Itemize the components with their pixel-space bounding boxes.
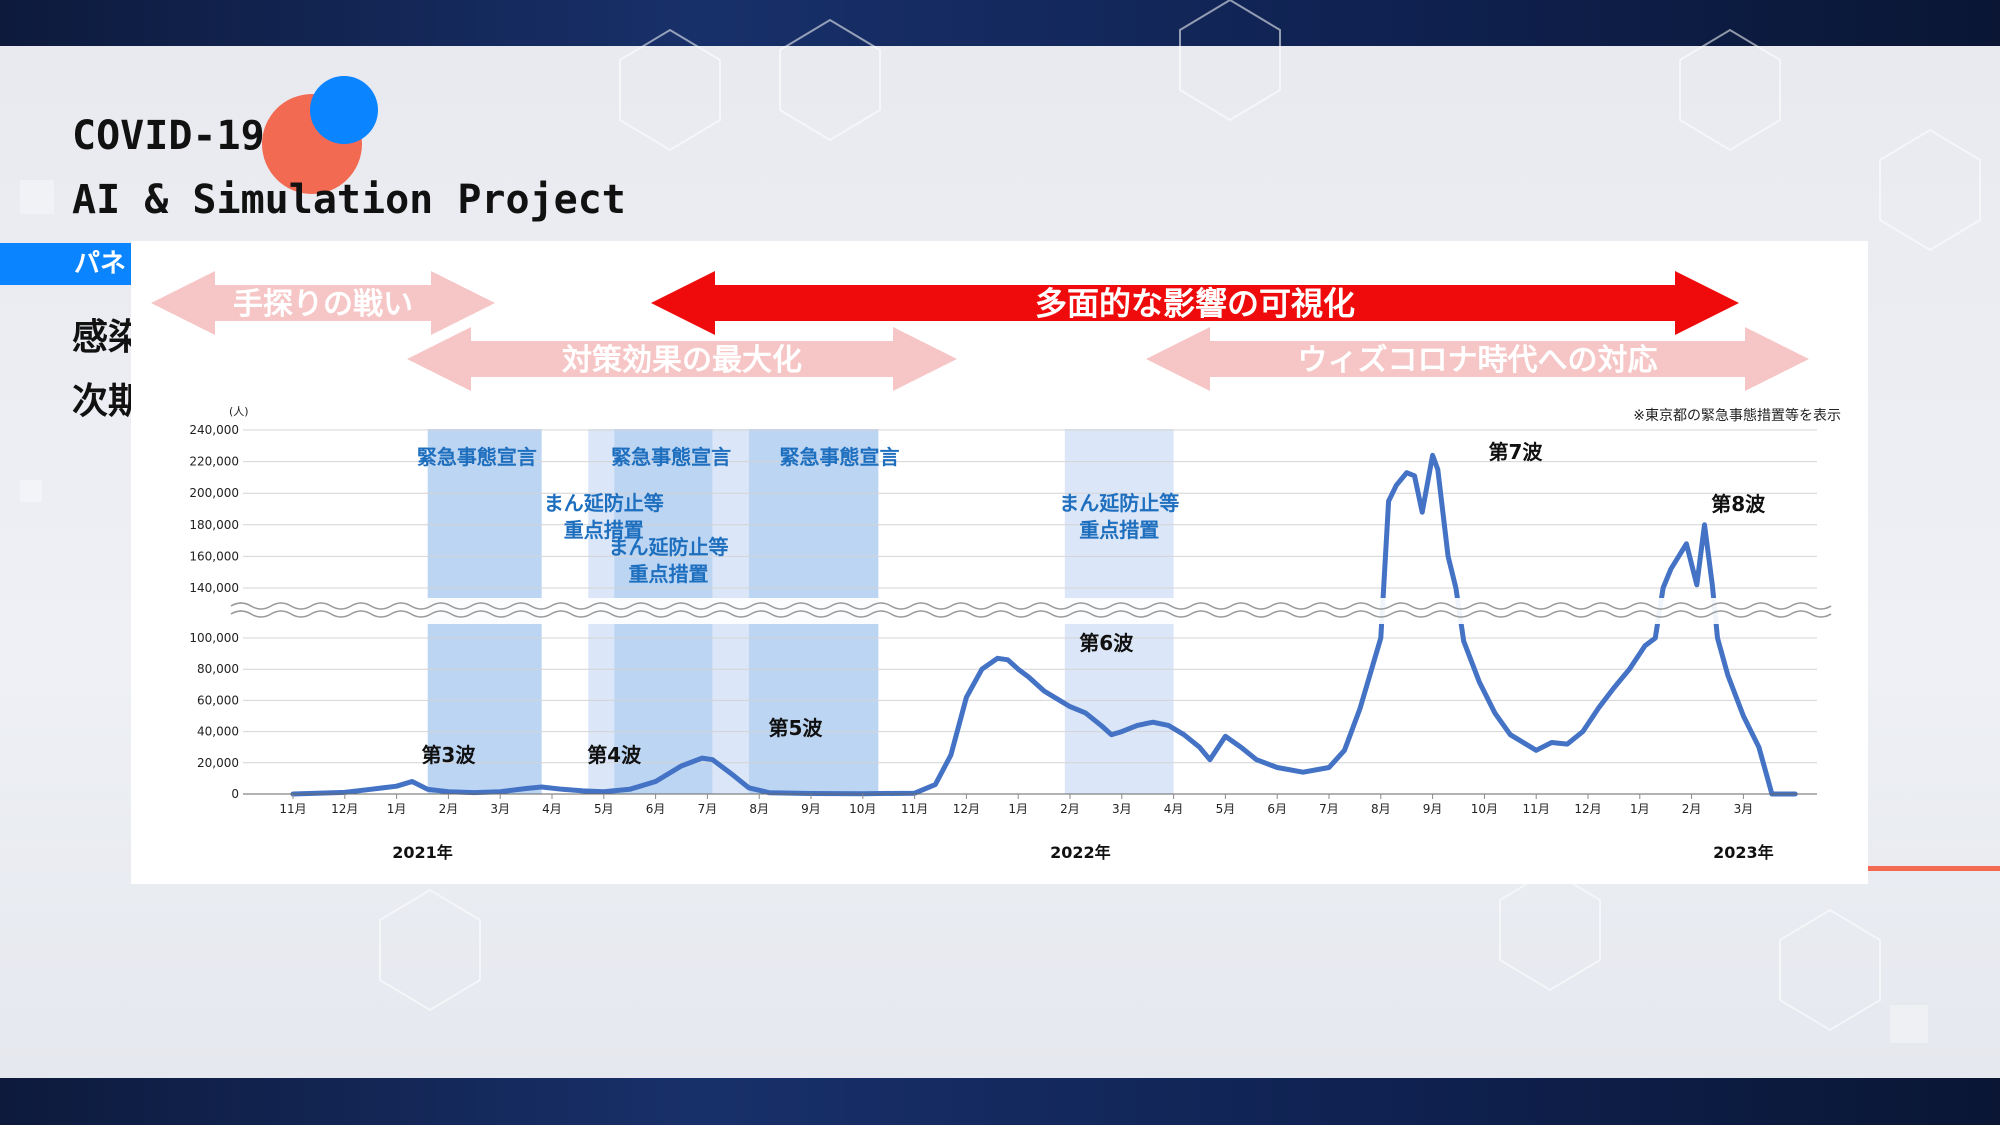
covid-chart: 100,000 80,000 60,000 40,000 20,000 0 240,000 2… xyxy=(151,271,1841,862)
y-tick-label: 220,000 xyxy=(189,455,239,469)
year-label: 2022年 xyxy=(1050,843,1111,862)
x-tick-label: 8月 xyxy=(749,802,769,816)
x-tick-label: 8月 xyxy=(1371,802,1391,816)
x-tick-label: 9月 xyxy=(1423,802,1443,816)
arrow-label-0: 手探りの戦い xyxy=(233,287,413,322)
x-tick-label: 1月 xyxy=(387,802,407,816)
period-label: 緊急事態宣言 xyxy=(417,445,537,469)
axis-break-line xyxy=(230,602,1832,610)
wave-label: 第4波 xyxy=(587,743,642,767)
y-tick-label: 0 xyxy=(231,787,239,801)
y-tick-label: 40,000 xyxy=(197,725,239,739)
x-tick-label: 2月 xyxy=(1060,802,1080,816)
x-tick-label: 5月 xyxy=(1216,802,1236,816)
x-tick-label: 12月 xyxy=(1574,802,1601,816)
bottom-banner xyxy=(0,1078,2000,1125)
period-label: まん延防止等 xyxy=(544,491,664,515)
y-axis-unit: (人) xyxy=(229,405,249,418)
x-tick-label: 3月 xyxy=(1112,802,1132,816)
y-tick-label: 160,000 xyxy=(189,549,239,563)
arrow-label-1: 多面的な影響の可視化 xyxy=(1035,285,1355,323)
wave-label: 第3波 xyxy=(421,743,476,767)
x-tick-label: 2月 xyxy=(1682,802,1702,816)
period-label: 重点措置 xyxy=(564,518,644,542)
wave-label: 第6波 xyxy=(1079,631,1134,655)
y-tick-label: 20,000 xyxy=(197,756,239,770)
x-tick-label: 4月 xyxy=(542,802,562,816)
y-tick-label: 240,000 xyxy=(189,423,239,437)
x-tick-label: 5月 xyxy=(594,802,614,816)
y-tick-label: 180,000 xyxy=(189,518,239,532)
arrow-3 xyxy=(1146,327,1809,391)
y-tick-label: 100,000 xyxy=(189,631,239,645)
y-tick-label: 140,000 xyxy=(189,581,239,595)
x-tick-label: 6月 xyxy=(646,802,666,816)
chart-note: ※東京都の緊急事態措置等を表示 xyxy=(1633,407,1841,424)
wave-label: 第7波 xyxy=(1489,440,1544,464)
x-tick-label: 6月 xyxy=(1267,802,1287,816)
y-tick-label: 60,000 xyxy=(197,693,239,707)
period-label: 緊急事態宣言 xyxy=(779,445,899,469)
year-label: 2021年 xyxy=(392,843,453,862)
y-tick-label: 80,000 xyxy=(197,662,239,676)
panel-tag: パネ xyxy=(0,243,140,285)
x-tick-label: 3月 xyxy=(490,802,510,816)
chart-card: 100,000 80,000 60,000 40,000 20,000 0 240,000 2… xyxy=(131,241,1868,884)
arrow-label-3: ウィズコロナ時代への対応 xyxy=(1298,343,1658,378)
logo-blue-dot xyxy=(310,76,378,144)
title-line-1: COVID-19 xyxy=(72,113,265,159)
year-label: 2023年 xyxy=(1713,843,1774,862)
title-line-2: AI & Simulation Project xyxy=(72,177,626,223)
period-label: 重点措置 xyxy=(629,562,709,586)
wave-label: 第8波 xyxy=(1711,492,1766,516)
x-tick-label: 12月 xyxy=(953,802,980,816)
x-tick-label: 9月 xyxy=(801,802,821,816)
axis-break-line xyxy=(230,610,1832,618)
side-text-1: 感染 xyxy=(72,317,142,358)
x-tick-label: 7月 xyxy=(1319,802,1339,816)
top-banner xyxy=(0,0,2000,46)
period-label: まん延防止等 xyxy=(1059,491,1179,515)
x-tick-label: 7月 xyxy=(698,802,718,816)
period-label: 緊急事態宣言 xyxy=(611,445,731,469)
period-label: まん延防止等 xyxy=(609,535,729,559)
arrow-1 xyxy=(651,271,1739,335)
x-tick-label: 10月 xyxy=(849,802,876,816)
arrow-label-2: 対策効果の最大化 xyxy=(562,343,802,378)
y-tick-label: 200,000 xyxy=(189,486,239,500)
x-tick-label: 1月 xyxy=(1008,802,1028,816)
x-tick-label: 1月 xyxy=(1630,802,1650,816)
x-tick-label: 3月 xyxy=(1734,802,1754,816)
project-title: COVID-19 AI & Simulation Project xyxy=(72,104,626,232)
x-tick-label: 11月 xyxy=(279,802,306,816)
arrow-2 xyxy=(407,327,957,391)
x-tick-label: 11月 xyxy=(901,802,928,816)
period-label: 重点措置 xyxy=(1079,518,1159,542)
series-line xyxy=(290,452,1798,797)
x-tick-label: 2月 xyxy=(439,802,459,816)
wave-label: 第5波 xyxy=(768,716,823,740)
side-text-2: 次期 xyxy=(72,381,142,422)
x-tick-label: 10月 xyxy=(1471,802,1498,816)
x-tick-label: 11月 xyxy=(1523,802,1550,816)
x-tick-label: 12月 xyxy=(331,802,358,816)
accent-line xyxy=(1868,866,2000,871)
arrow-0 xyxy=(151,271,495,335)
x-tick-label: 4月 xyxy=(1164,802,1184,816)
